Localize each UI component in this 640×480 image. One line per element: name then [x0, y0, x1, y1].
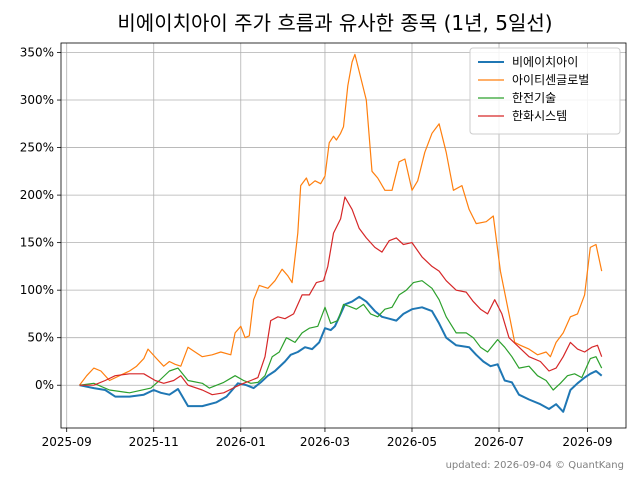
x-tick-label: 2026-01 — [216, 435, 266, 449]
y-axis: 0% 50% 100% 150% 200% 250% 300% 350% — [20, 46, 61, 392]
series-line-2 — [79, 53, 603, 386]
legend-label: 아이티센글로벌 — [512, 73, 589, 87]
legend-label: 한전기술 — [512, 91, 556, 105]
y-tick-label: 350% — [20, 46, 54, 60]
series-line-3 — [79, 280, 603, 394]
x-tick-label: 2025-11 — [129, 435, 179, 449]
y-tick-label: 100% — [20, 283, 54, 297]
x-tick-label: 2026-03 — [300, 435, 350, 449]
plot-area-frame — [60, 42, 627, 429]
x-axis: 2025-09 2025-11 2026-01 2026-03 2026-05 2026-… — [42, 428, 613, 449]
y-tick-label: 50% — [27, 331, 54, 345]
y-tick-label: 150% — [20, 236, 54, 250]
x-tick-label: 2026-07 — [474, 435, 524, 449]
footer-credit: updated: 2026-09-04 © QuantKang — [446, 460, 624, 471]
series-line-1 — [79, 295, 603, 413]
x-tick-label: 2026-09 — [562, 435, 612, 449]
legend-label: 비에이치아이 — [512, 55, 578, 69]
series-lines — [79, 53, 603, 413]
legend-frame — [469, 47, 621, 135]
y-tick-label: 250% — [20, 141, 54, 155]
x-tick-label: 2026-05 — [387, 435, 437, 449]
chart-title: 비에이치아이 주가 흐름과 유사한 종목 (1년, 5일선) — [117, 11, 552, 35]
y-tick-label: 200% — [20, 188, 54, 202]
legend-label: 한화시스템 — [512, 109, 567, 123]
grid-lines — [61, 43, 626, 428]
y-tick-label: 0% — [35, 378, 54, 392]
y-tick-label: 300% — [20, 93, 54, 107]
series-line-4 — [79, 196, 603, 396]
x-tick-label: 2025-09 — [42, 435, 92, 449]
